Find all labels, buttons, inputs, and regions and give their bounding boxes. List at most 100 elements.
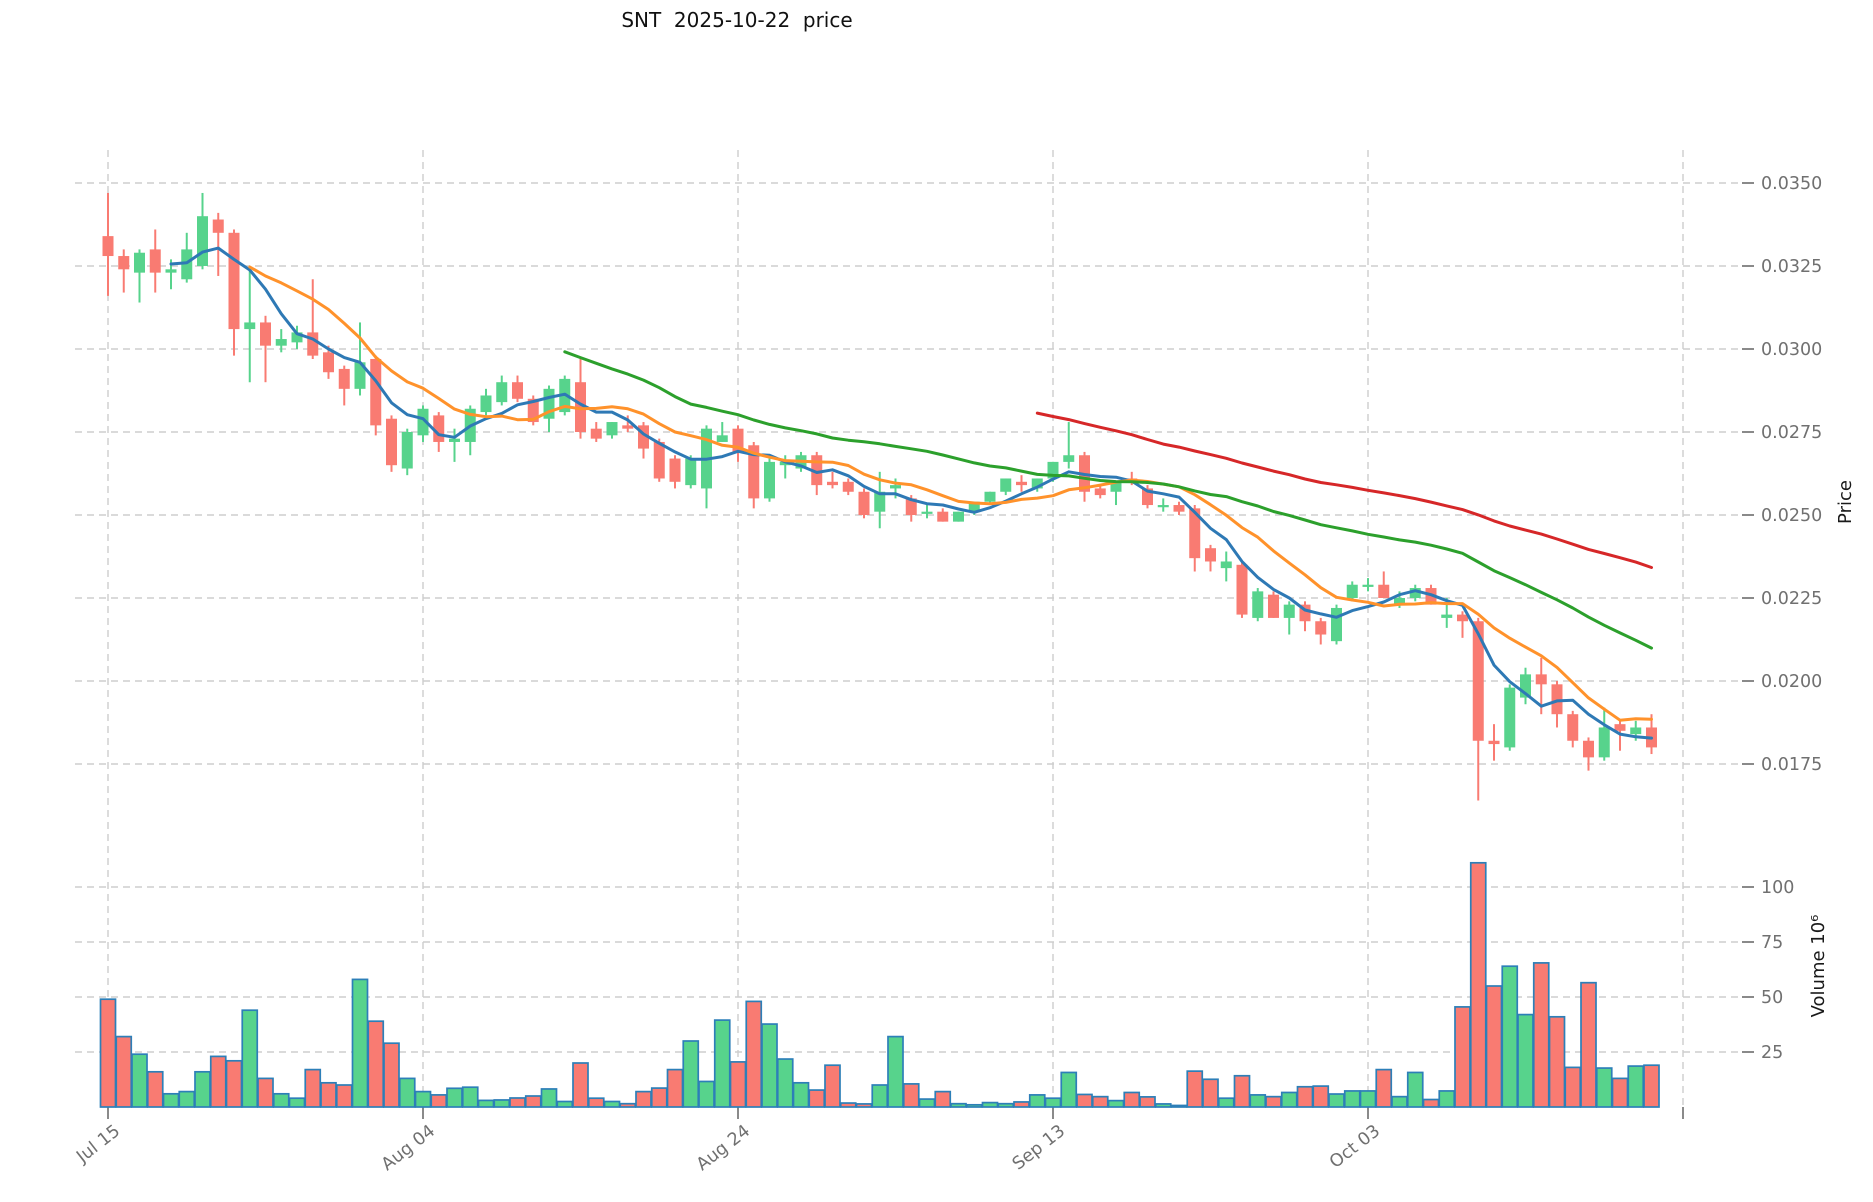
volume-bar-up — [131, 1053, 148, 1108]
candle-body-down — [669, 458, 681, 482]
volume-bar-up — [194, 1070, 211, 1108]
sma60-line — [1035, 411, 1653, 569]
candle-body-up — [921, 511, 933, 514]
price-axis-title: Price — [1835, 480, 1856, 524]
candle-body-down — [212, 219, 224, 233]
candle-body-down — [527, 398, 539, 423]
volume-bar-up — [272, 1092, 290, 1108]
volume-bar-up — [1595, 1067, 1613, 1108]
candle-body-up — [1047, 461, 1059, 479]
volume-bar-down — [1139, 1096, 1156, 1108]
candle-body-down — [811, 455, 823, 486]
candle-body-up — [685, 458, 697, 486]
candle-body-up — [1346, 584, 1358, 598]
volume-bar-down — [1202, 1078, 1219, 1108]
candle-body-up — [354, 362, 366, 389]
candle-body-up — [1157, 505, 1169, 508]
volume-bar-down — [666, 1068, 684, 1108]
candle-body-down — [1425, 588, 1437, 605]
volume-bar-down — [824, 1064, 841, 1108]
candle-body-down — [433, 415, 445, 442]
volume-bar-down — [1013, 1101, 1030, 1108]
volume-bar-down — [635, 1090, 652, 1108]
volume-bar-down — [1548, 1015, 1566, 1108]
candle-body-down — [307, 332, 319, 356]
x-tick-label: Aug 04 — [378, 1121, 439, 1175]
volume-bar-down — [619, 1102, 637, 1108]
candle-body-down — [653, 441, 665, 479]
candle-body-up — [874, 491, 886, 512]
candle-body-down — [1378, 584, 1390, 598]
volume-bar-down — [1076, 1093, 1093, 1108]
candle-body-down — [748, 445, 760, 499]
candle-body-up — [275, 339, 287, 346]
candle-body-up — [716, 435, 728, 442]
candle-body-down — [1583, 740, 1594, 758]
volume-bar-down — [1296, 1085, 1314, 1108]
volume-bar-up — [398, 1077, 416, 1108]
x-tick-label: Sep 13 — [1009, 1121, 1069, 1174]
candle-body-down — [1189, 508, 1201, 559]
volume-bar-down — [1186, 1070, 1204, 1108]
volume-bar-up — [493, 1099, 511, 1108]
volume-bar-down — [115, 1035, 133, 1108]
sma10-line — [248, 265, 1653, 722]
candle-body-down — [1472, 621, 1484, 741]
volume-bar-down — [320, 1081, 337, 1108]
moving-averages-layer — [169, 246, 1653, 740]
chart-title: SNT 2025-10-22 price — [621, 8, 853, 32]
candle-body-up — [1331, 607, 1342, 642]
volume-bar-down — [587, 1097, 605, 1108]
volume-bar-down — [1532, 962, 1550, 1108]
candle-body-up — [480, 395, 492, 413]
candle-body-down — [1016, 481, 1027, 486]
candle-body-down — [638, 425, 649, 449]
volume-bar-up — [871, 1084, 889, 1108]
volume-tick-label: 75 — [1761, 933, 1783, 953]
volume-bar-up — [792, 1081, 810, 1108]
candle-body-up — [984, 491, 996, 502]
volume-bar-up — [178, 1090, 196, 1108]
x-tick-label: Oct 03 — [1326, 1121, 1384, 1173]
volume-bar-down — [1422, 1098, 1440, 1108]
candle-body-down — [937, 511, 949, 522]
candle-body-up — [1409, 588, 1421, 598]
candle-body-down — [1567, 714, 1579, 741]
volume-bar-up — [713, 1019, 731, 1108]
candle-body-down — [228, 232, 240, 330]
volume-bar-up — [1028, 1094, 1046, 1108]
volume-bar-up — [351, 978, 369, 1108]
volume-bar-up — [776, 1058, 794, 1108]
volume-bar-up — [414, 1090, 432, 1108]
volume-bar-down — [430, 1094, 448, 1108]
candle-body-up — [165, 269, 177, 273]
candle-body-down — [1551, 684, 1563, 715]
volume-bar-down — [1454, 1006, 1471, 1108]
candle-body-down — [1614, 724, 1626, 731]
candle-body-down — [1173, 505, 1185, 512]
price-tick-label: 0.0275 — [1761, 423, 1822, 443]
volume-bar-down — [1265, 1095, 1282, 1108]
volume-bar-down — [650, 1087, 668, 1108]
volume-bar-up — [981, 1101, 999, 1108]
volume-bar-down — [1123, 1091, 1141, 1108]
volume-tick-label: 50 — [1761, 988, 1783, 1008]
candle-body-up — [1283, 604, 1295, 618]
volume-bar-down — [1170, 1104, 1188, 1108]
candle-body-down — [1299, 604, 1311, 622]
volume-bar-up — [1107, 1099, 1125, 1108]
volume-bar-up — [950, 1102, 967, 1108]
volume-bar-down — [1233, 1074, 1251, 1108]
candle-body-down — [622, 425, 634, 429]
volume-bar-down — [335, 1084, 353, 1108]
candle-body-down — [323, 352, 334, 373]
volume-bar-up — [1044, 1097, 1062, 1108]
candle-body-down — [1488, 740, 1500, 745]
candle-body-down — [260, 322, 271, 346]
candles-layer — [102, 192, 1657, 801]
candle-body-up — [1110, 481, 1122, 492]
volume-bar-up — [761, 1023, 778, 1108]
volume-bar-down — [1611, 1077, 1629, 1108]
volume-bar-down — [146, 1070, 164, 1108]
